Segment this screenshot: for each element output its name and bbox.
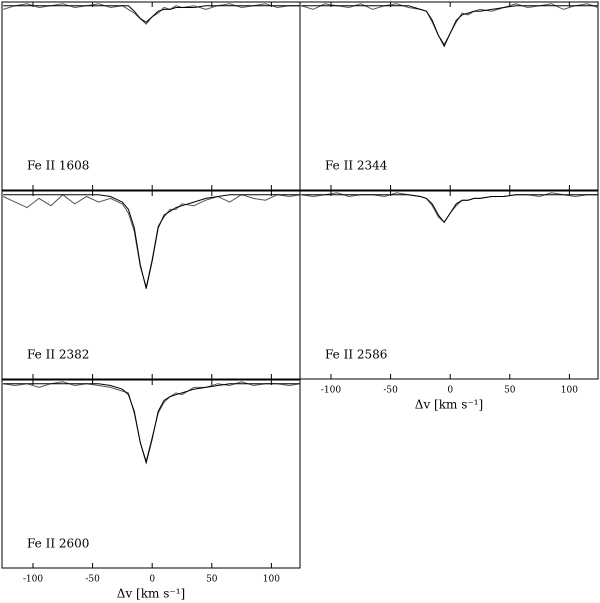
spectrum-line	[3, 5, 300, 23]
x-tick-label: 50	[206, 575, 218, 585]
x-axis-label: Δv [km s⁻¹]	[415, 398, 483, 412]
panel-annotation: Fe II 1608	[27, 159, 89, 173]
spectrum-line	[3, 381, 301, 463]
spectrum-line	[3, 194, 300, 289]
x-tick-label: -50	[85, 575, 100, 585]
x-tick-label: 100	[263, 575, 280, 585]
panel-annotation: Fe II 2600	[27, 537, 89, 551]
panel-annotation: Fe II 2344	[325, 159, 388, 173]
spectrum-line	[3, 383, 300, 465]
x-tick-label: -100	[321, 386, 341, 396]
spectrum-line	[2, 194, 301, 287]
panel-annotation: Fe II 2382	[27, 348, 89, 362]
spectrum-line	[301, 5, 598, 48]
x-axis-label: Δv [km s⁻¹]	[117, 587, 185, 601]
panel-frame	[299, 190, 599, 380]
panel-frame	[299, 1, 599, 191]
panel-annotation: Fe II 2586	[325, 348, 387, 362]
spectrum-line	[301, 192, 598, 224]
panel-frame	[1, 379, 301, 569]
spectrum-line	[3, 3, 300, 25]
x-tick-label: 50	[504, 386, 516, 396]
x-tick-label: -100	[23, 575, 43, 585]
x-tick-label: 100	[561, 386, 578, 396]
spectrum-line	[301, 3, 599, 46]
x-tick-label: 0	[447, 386, 453, 396]
x-tick-label: 0	[149, 575, 155, 585]
x-tick-label: -50	[383, 386, 398, 396]
spectrum-line	[301, 194, 598, 224]
